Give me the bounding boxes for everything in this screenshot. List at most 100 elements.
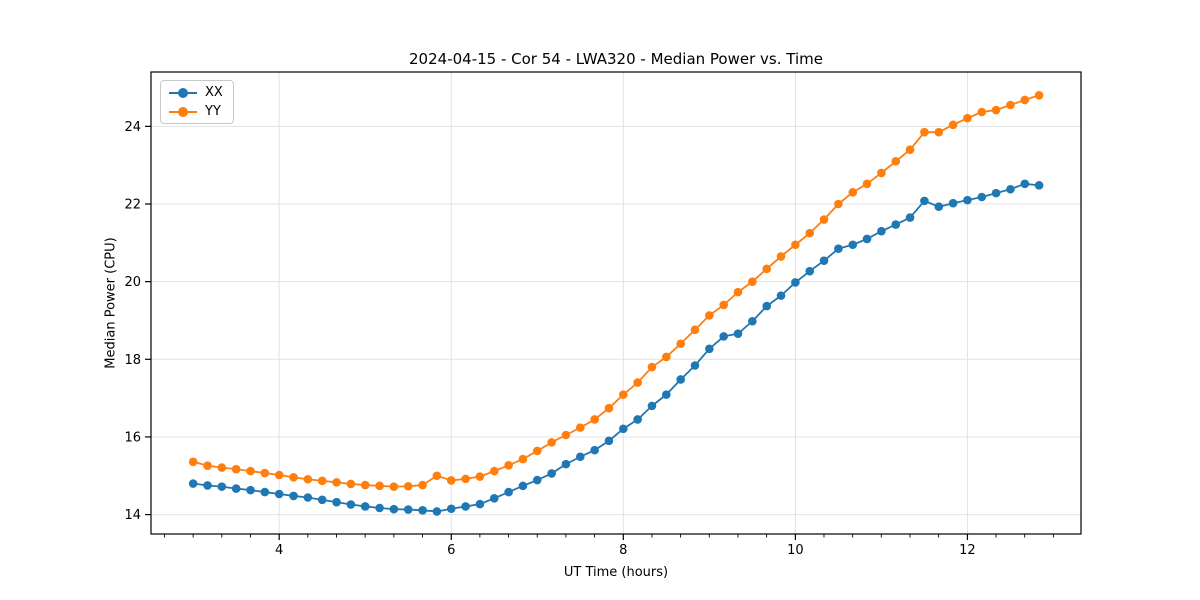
series-xx-marker (432, 507, 442, 516)
series-yy-marker (1034, 90, 1044, 100)
series-xx-marker (576, 452, 585, 462)
series-yy-marker (203, 461, 212, 470)
series-xx-marker (461, 502, 470, 511)
series-yy-marker (260, 468, 270, 478)
series-xx-marker (217, 482, 227, 491)
series-xx-marker (633, 415, 642, 424)
series-yy-marker (188, 457, 198, 467)
legend-label-xx: XX (205, 85, 223, 100)
series-yy-marker (619, 390, 628, 399)
series-yy-marker (274, 470, 284, 480)
x-tick-label: 10 (787, 543, 804, 558)
series-xx-marker (705, 344, 714, 354)
series-yy-marker (719, 300, 729, 310)
series-xx-marker (274, 489, 284, 499)
series-xx-marker (719, 332, 729, 341)
y-tick-label: 14 (124, 508, 141, 523)
series-yy-marker (776, 252, 786, 261)
series-yy-marker (791, 240, 800, 250)
series-xx-marker (561, 459, 571, 469)
series-yy-marker (375, 481, 384, 491)
series-yy-marker (834, 199, 843, 209)
series-xx-marker (905, 213, 915, 222)
series-xx-marker (188, 479, 198, 488)
series-yy-marker (518, 454, 528, 464)
legend-label-yy: YY (205, 104, 221, 119)
series-yy-marker (662, 352, 671, 362)
series-yy-marker (862, 179, 872, 189)
series-yy-marker (705, 311, 714, 320)
series-yy-marker (561, 430, 571, 440)
series-yy-marker (289, 473, 298, 482)
legend-swatch-yy (169, 106, 197, 117)
series-xx-marker (1034, 181, 1044, 190)
series-yy-marker (303, 474, 313, 484)
series-xx-marker (375, 503, 384, 513)
series-xx-marker (690, 361, 700, 370)
series-yy-marker (590, 415, 599, 424)
series-xx (188, 179, 1044, 516)
series-yy-marker (418, 480, 427, 490)
series-xx-marker (590, 445, 599, 455)
x-tick-label: 6 (447, 543, 455, 558)
series-yy-marker (532, 446, 542, 456)
x-axis: 4 6 8 10 12 (275, 534, 976, 558)
y-tick-label: 16 (124, 430, 141, 445)
series-yy-marker (217, 463, 227, 472)
series-xx-marker (862, 234, 872, 244)
series-yy-marker (1006, 100, 1015, 110)
series-xx-marker (532, 475, 542, 485)
series-yy-marker (547, 438, 556, 447)
series-xx-marker (948, 198, 958, 208)
legend-entry-xx: XX (169, 86, 223, 99)
x-tick-label: 12 (959, 543, 976, 558)
series-xx-marker (1020, 179, 1030, 189)
series-xx-marker (762, 301, 772, 311)
series-xx-marker (977, 192, 987, 202)
series-yy-marker (690, 325, 700, 335)
series-yy (188, 90, 1044, 491)
series-yy-marker (432, 471, 442, 481)
series-xx-marker (489, 493, 499, 503)
x-axis-label: UT Time (hours) (563, 565, 669, 580)
series-yy-marker (748, 277, 757, 286)
series-xx-line (193, 182, 1040, 513)
series-yy-line (192, 94, 1040, 488)
series-xx-marker (260, 487, 270, 497)
series-xx-marker (662, 390, 671, 399)
y-tick-label: 20 (124, 275, 141, 290)
series-yy-marker (647, 362, 657, 372)
series-yy-marker (920, 127, 929, 137)
series-xx-marker (231, 484, 241, 493)
series-xx-marker (819, 256, 829, 265)
series-yy-marker (891, 156, 901, 166)
series-yy-marker (576, 423, 585, 432)
legend-entry-yy: YY (169, 105, 223, 118)
series-yy-marker (948, 120, 958, 130)
series-yy-marker (977, 107, 987, 117)
series-yy-marker (991, 105, 1001, 115)
series-yy-marker (963, 113, 972, 123)
series-yy-marker (805, 228, 815, 238)
legend-swatch-xx (169, 87, 197, 98)
series-yy-marker (733, 287, 743, 297)
series-xx-marker (389, 504, 399, 514)
series-xx-marker (676, 375, 685, 384)
series-yy-marker (403, 481, 413, 491)
x-tick-label: 8 (619, 543, 627, 558)
series-yy-marker (905, 145, 915, 154)
series-xx-marker (475, 499, 485, 509)
series-yy-marker (504, 460, 513, 470)
series-xx-marker (877, 226, 886, 236)
series-xx-marker (303, 493, 313, 502)
y-axis-label: Median Power (CPU) (103, 237, 119, 369)
series-xx-marker (203, 481, 212, 490)
series-yy-marker (633, 378, 642, 387)
series-xx-marker (1006, 184, 1015, 194)
series-xx-marker (834, 244, 843, 253)
series-yy-marker (332, 478, 341, 487)
series-xx-marker (776, 291, 786, 300)
series-xx-marker (963, 195, 972, 205)
